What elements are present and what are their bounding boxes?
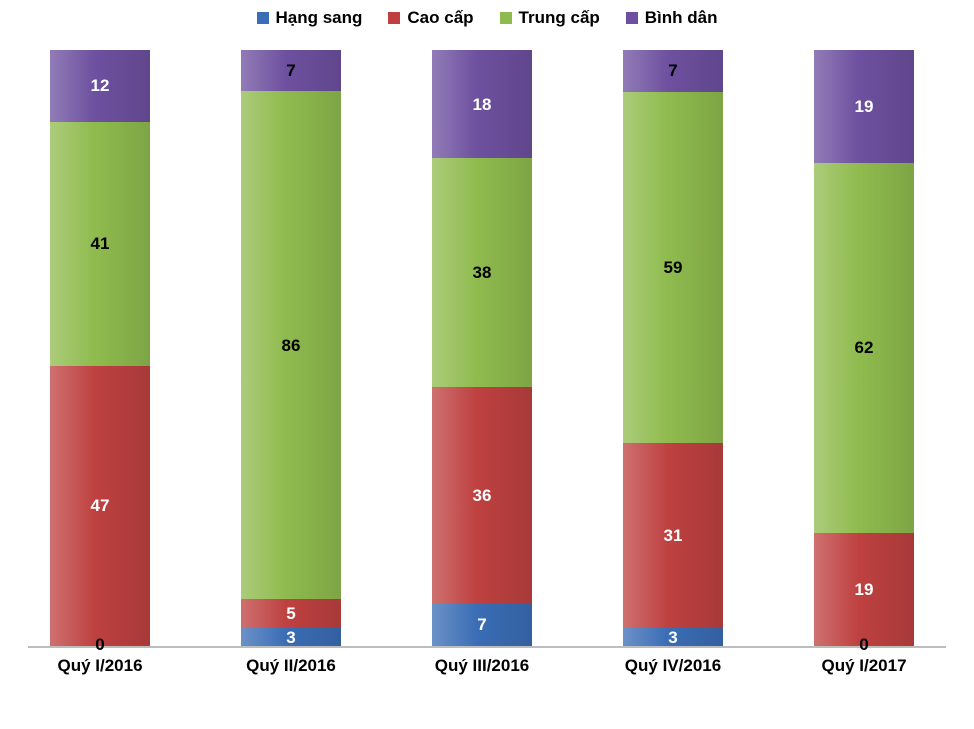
legend-label: Hạng sang <box>275 8 363 27</box>
x-axis-label-4: Quý I/2017 <box>821 656 907 675</box>
segment-label: 62 <box>854 338 874 358</box>
legend-item-1: Cao cấp <box>388 8 474 28</box>
bar-segment: 59 <box>623 91 723 444</box>
bar-segment: 7 <box>241 50 341 92</box>
bar-segment: 18 <box>432 50 532 159</box>
segment-label: 36 <box>472 485 492 505</box>
legend-label: Bình dân <box>644 8 718 27</box>
segment-label: 38 <box>472 263 492 283</box>
bar-segment: 86 <box>241 91 341 599</box>
segment-label: 7 <box>477 615 487 635</box>
legend-swatch-icon <box>499 12 512 24</box>
bar-segment: 12 <box>50 50 150 122</box>
bar-segment: 36 <box>432 387 532 604</box>
segment-label: 31 <box>663 526 683 546</box>
legend-item-0: Hạng sang <box>256 8 363 28</box>
x-axis-labels: Quý I/2016 Quý II/2016 Quý III/2016 Quý IV/… <box>50 656 914 676</box>
bar-1: 7 86 5 3 <box>241 50 341 646</box>
legend-item-3: Bình dân <box>625 8 718 28</box>
x-axis-label-0: Quý I/2016 <box>57 656 143 675</box>
segment-label: 47 <box>90 496 110 516</box>
bar-segment: 19 <box>814 532 914 646</box>
segment-label: 41 <box>90 234 110 254</box>
bar-2: 18 38 36 7 <box>432 50 532 646</box>
segment-label: 3 <box>668 627 678 647</box>
x-axis-label-1: Quý II/2016 <box>246 656 336 675</box>
bar-0: 12 41 47 0 <box>50 50 150 654</box>
legend-item-2: Trung cấp <box>499 8 600 28</box>
plot-area: 12 41 47 0 7 86 5 3 18 38 36 7 7 59 31 3 19 62 19 0 <box>28 50 946 654</box>
segment-label: 18 <box>472 94 492 114</box>
bar-segment: 19 <box>814 50 914 164</box>
bar-segment: 7 <box>432 603 532 646</box>
x-axis-label-3: Quý IV/2016 <box>624 656 722 675</box>
segment-label: 7 <box>286 61 296 81</box>
bar-segment: 7 <box>623 50 723 92</box>
segment-label: 12 <box>90 76 110 96</box>
legend-swatch-icon <box>625 12 638 24</box>
segment-label: 7 <box>668 61 678 81</box>
segment-label: 59 <box>663 258 683 278</box>
bar-segment: 47 <box>50 365 150 646</box>
bar-segment: 31 <box>623 443 723 629</box>
segment-label: 19 <box>854 97 874 117</box>
bar-3: 7 59 31 3 <box>623 50 723 646</box>
bar-4: 19 62 19 0 <box>814 50 914 654</box>
segment-label: 19 <box>854 579 874 599</box>
bar-segment: 41 <box>50 121 150 366</box>
segment-label: 5 <box>286 604 296 624</box>
bar-segment: 3 <box>623 628 723 646</box>
bar-segment: 62 <box>814 163 914 533</box>
x-axis-label-2: Quý III/2016 <box>434 656 530 675</box>
segment-label: 3 <box>286 627 296 647</box>
segment-label-zero: 0 <box>95 635 105 654</box>
legend-label: Cao cấp <box>407 8 474 27</box>
bar-segment: 38 <box>432 158 532 388</box>
bars: 12 41 47 0 7 86 5 3 18 38 36 7 7 59 31 3 19 62 19 0 <box>50 50 914 654</box>
legend-label: Trung cấp <box>518 8 600 27</box>
legend-swatch-icon <box>388 12 401 24</box>
segment-label-zero: 0 <box>859 635 869 654</box>
segment-label: 86 <box>281 335 301 355</box>
chart-legend: Hạng sang Cao cấp Trung cấp Bình dân <box>0 8 974 28</box>
bar-segment: 3 <box>241 628 341 646</box>
bar-segment: 5 <box>241 598 341 629</box>
legend-swatch-icon <box>256 12 269 24</box>
